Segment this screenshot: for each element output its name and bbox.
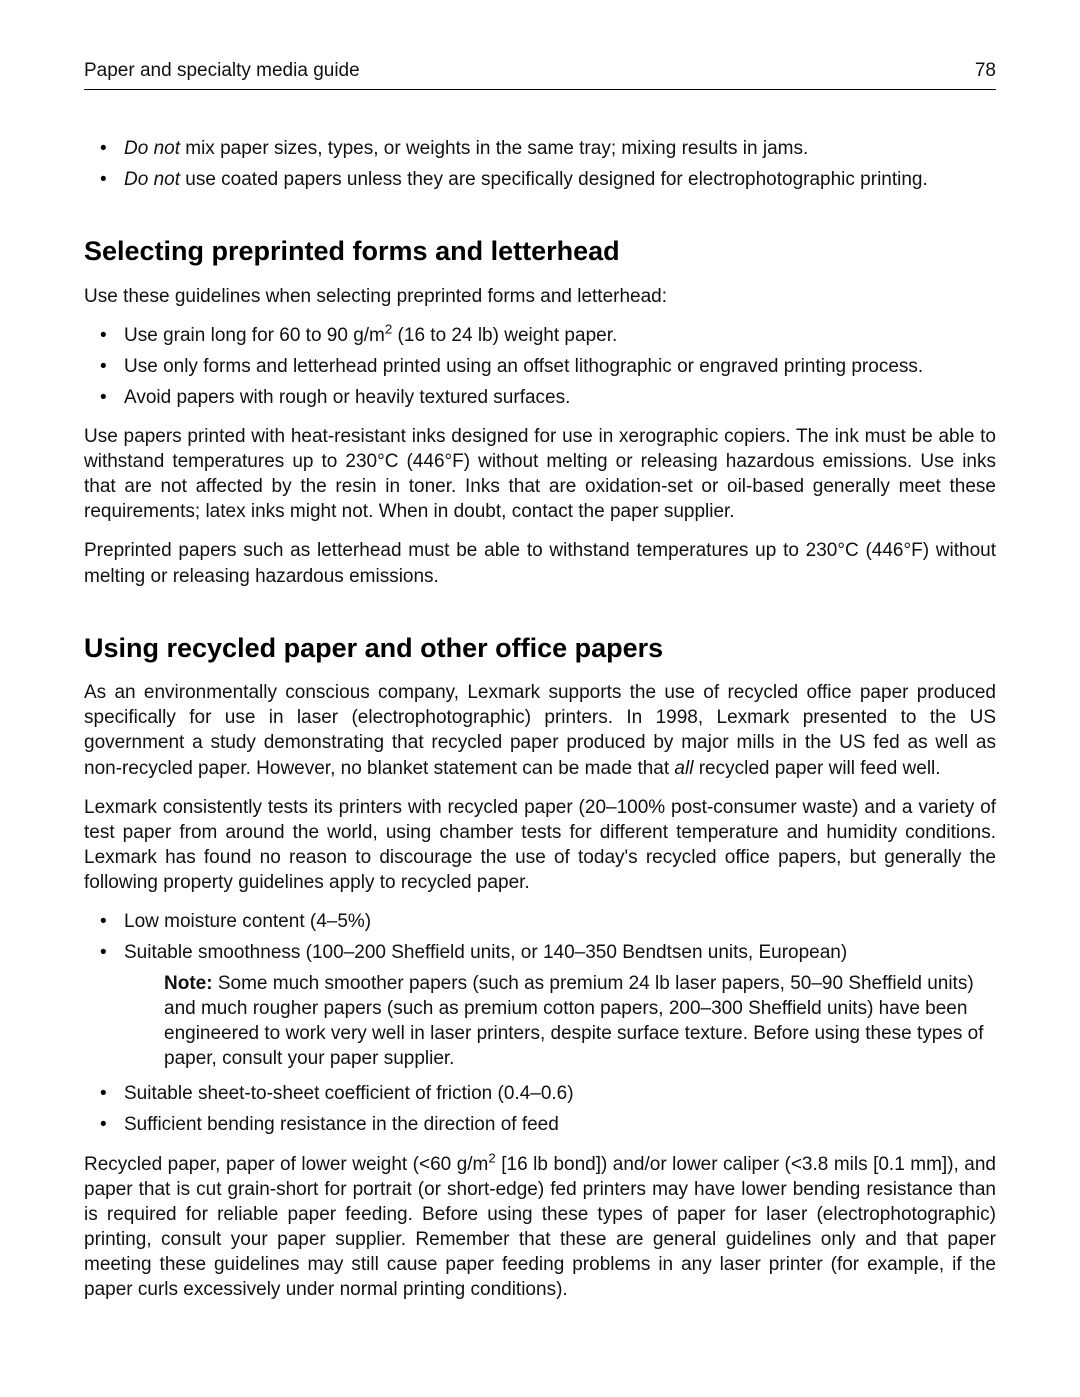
body-text: Use papers printed with heat-resistant i… [84, 424, 996, 524]
list-item: Low moisture content (4–5%) [84, 909, 996, 934]
body-text: recycled paper will feed well. [693, 758, 940, 779]
body-text: Use grain long for 60 to 90 g/m [124, 325, 385, 346]
body-text: Recycled paper, paper of lower weight (<… [84, 1152, 996, 1302]
note-label: Note: [164, 973, 213, 994]
list-item: Do not use coated papers unless they are… [84, 167, 996, 192]
superscript: 2 [488, 1150, 495, 1165]
body-text: mix paper sizes, types, or weights in th… [180, 138, 808, 159]
body-text: Some much smoother papers (such as premi… [164, 973, 984, 1069]
list-item: Use grain long for 60 to 90 g/m2 (16 to … [84, 323, 996, 348]
header-page-number: 78 [975, 58, 996, 83]
body-text: Lexmark consistently tests its printers … [84, 795, 996, 895]
note-block: Note: Some much smoother papers (such as… [124, 971, 996, 1071]
body-text: Preprinted papers such as letterhead mus… [84, 538, 996, 588]
list-item: Suitable sheet-to-sheet coefficient of f… [84, 1081, 996, 1106]
section1-bullet-list: Use grain long for 60 to 90 g/m2 (16 to … [84, 323, 996, 410]
body-text: As an environmentally conscious company,… [84, 680, 996, 780]
section-heading-recycled: Using recycled paper and other office pa… [84, 631, 996, 667]
emphasis-text: all [674, 758, 693, 779]
body-text: Use these guidelines when selecting prep… [84, 284, 996, 309]
list-item: Use only forms and letterhead printed us… [84, 354, 996, 379]
header-title: Paper and specialty media guide [84, 58, 360, 83]
list-item: Suitable smoothness (100–200 Sheffield u… [84, 940, 996, 1071]
body-text: use coated papers unless they are specif… [180, 169, 928, 190]
emphasis-text: Do not [124, 138, 180, 159]
intro-bullet-list: Do not mix paper sizes, types, or weight… [84, 136, 996, 192]
page-header: Paper and specialty media guide 78 [84, 58, 996, 90]
body-text: Recycled paper, paper of lower weight (<… [84, 1154, 488, 1175]
list-item: Sufficient bending resistance in the dir… [84, 1112, 996, 1137]
emphasis-text: Do not [124, 169, 180, 190]
body-text: [16 lb bond]) and/or lower caliper (<3.8… [84, 1154, 996, 1300]
body-text: (16 to 24 lb) weight paper. [392, 325, 617, 346]
body-text: Suitable smoothness (100–200 Sheffield u… [124, 942, 847, 963]
list-item: Do not mix paper sizes, types, or weight… [84, 136, 996, 161]
section2-bullet-list: Low moisture content (4–5%) Suitable smo… [84, 909, 996, 1138]
list-item: Avoid papers with rough or heavily textu… [84, 385, 996, 410]
section-heading-preprinted: Selecting preprinted forms and letterhea… [84, 234, 996, 270]
